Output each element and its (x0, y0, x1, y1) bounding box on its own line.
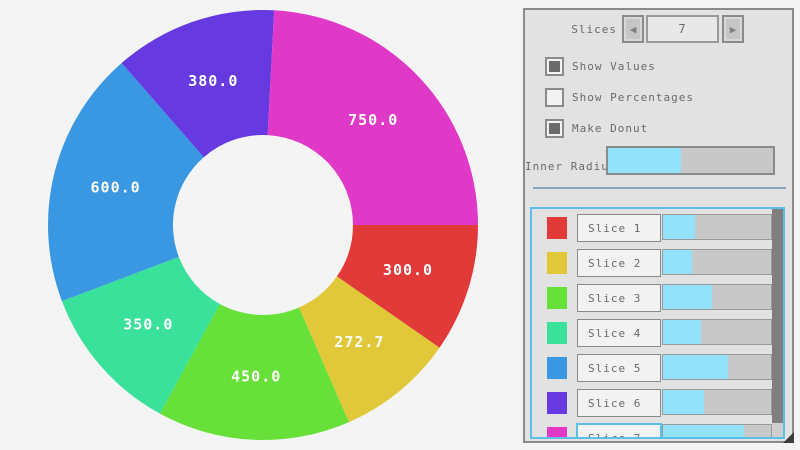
scrollbar-thumb[interactable] (772, 209, 783, 423)
slice-value-slider[interactable] (662, 389, 772, 415)
slice-color-swatch[interactable] (547, 252, 567, 274)
check-mark (549, 61, 560, 72)
slice-value-label: 380.0 (188, 72, 238, 90)
pie-slice-6[interactable] (121, 9, 275, 158)
slices-decrement-button[interactable]: ◀ (622, 15, 644, 43)
slice-name-field[interactable]: Slice 4 (577, 319, 661, 347)
slice-row-2: Slice 2 (532, 249, 783, 277)
slice-name-field[interactable]: Slice 3 (577, 284, 661, 312)
slice-color-swatch[interactable] (547, 392, 567, 414)
slice-color-swatch[interactable] (547, 427, 567, 437)
slice-value-slider-fill (663, 285, 712, 309)
checkbox-row-make-donut[interactable]: Make Donut (545, 119, 648, 138)
slices-label: Slices (571, 23, 617, 36)
checkbox-checked-icon[interactable] (545, 57, 564, 76)
right-arrow-icon: ▶ (729, 22, 737, 36)
slice-value-label: 750.0 (348, 111, 398, 129)
pie-slice-2[interactable] (298, 276, 440, 423)
pie-slice-1[interactable] (336, 225, 478, 348)
checkbox-unchecked-icon[interactable] (545, 88, 564, 107)
inner-radius-slider-fill (608, 148, 681, 173)
checkbox-label: Make Donut (572, 122, 649, 135)
slice-color-swatch[interactable] (547, 287, 567, 309)
slice-value-label: 450.0 (231, 367, 281, 385)
slice-value-slider[interactable] (662, 354, 772, 380)
inner-radius-label: Inner Radius (525, 160, 617, 173)
slice-row-6: Slice 6 (532, 389, 783, 417)
slice-color-swatch[interactable] (547, 357, 567, 379)
slice-value-slider[interactable] (662, 284, 772, 310)
list-scrollbar[interactable] (772, 209, 783, 437)
slice-value-slider-fill (663, 355, 728, 379)
slice-value-label: 350.0 (123, 315, 173, 333)
slice-row-7: Slice 7 (532, 423, 783, 437)
slice-value-label: 300.0 (383, 261, 433, 279)
slice-name-field[interactable]: Slice 5 (577, 354, 661, 382)
slice-value-slider[interactable] (662, 249, 772, 275)
slice-value-slider-fill (663, 215, 696, 239)
separator (533, 187, 786, 189)
left-arrow-icon: ◀ (629, 22, 637, 36)
slice-value-slider-fill (663, 425, 744, 437)
slice-list: Slice 1 Slice 2 Slice 3 Slice 4 Slice 5 Slice… (530, 207, 785, 439)
donut-chart[interactable]: 300.0 272.7 450.0 350.0 600.0 380.0 750.0 (0, 0, 520, 450)
checkbox-label: Show Values (572, 60, 656, 73)
inner-radius-slider[interactable] (606, 146, 775, 175)
slice-row-3: Slice 3 (532, 284, 783, 312)
slice-name-field[interactable]: Slice 6 (577, 389, 661, 417)
resize-grip-icon[interactable] (783, 432, 794, 443)
slice-row-5: Slice 5 (532, 354, 783, 382)
slice-row-1: Slice 1 (532, 214, 783, 242)
slice-color-swatch[interactable] (547, 322, 567, 344)
slice-name-field[interactable]: Slice 2 (577, 249, 661, 277)
slices-count-field[interactable]: 7 (646, 15, 719, 43)
slice-color-swatch[interactable] (547, 217, 567, 239)
check-mark (549, 123, 560, 134)
pie-slice-5[interactable] (48, 63, 204, 302)
slice-name-field[interactable]: Slice 7 (576, 423, 662, 437)
settings-panel: Slices ◀ 7 ▶ Show Values Show Percentages… (523, 8, 794, 443)
pie-slice-3[interactable] (159, 303, 349, 441)
slice-value-slider[interactable] (662, 424, 772, 437)
slice-row-4: Slice 4 (532, 319, 783, 347)
slice-value-label: 272.7 (334, 333, 384, 351)
checkbox-label: Show Percentages (572, 91, 694, 104)
slice-value-slider[interactable] (662, 319, 772, 345)
slice-value-label: 600.0 (91, 179, 141, 197)
slice-name-field[interactable]: Slice 1 (577, 214, 661, 242)
slice-value-slider-fill (663, 250, 693, 274)
slice-value-slider-fill (663, 390, 705, 414)
checkbox-checked-icon[interactable] (545, 119, 564, 138)
checkbox-row-show-values[interactable]: Show Values (545, 57, 656, 76)
slices-increment-button[interactable]: ▶ (722, 15, 744, 43)
slice-value-slider-fill (663, 320, 701, 344)
slice-value-slider[interactable] (662, 214, 772, 240)
checkbox-row-show-percentages[interactable]: Show Percentages (545, 88, 694, 107)
pie-slice-4[interactable] (61, 256, 220, 414)
pie-slice-7[interactable] (267, 10, 478, 226)
